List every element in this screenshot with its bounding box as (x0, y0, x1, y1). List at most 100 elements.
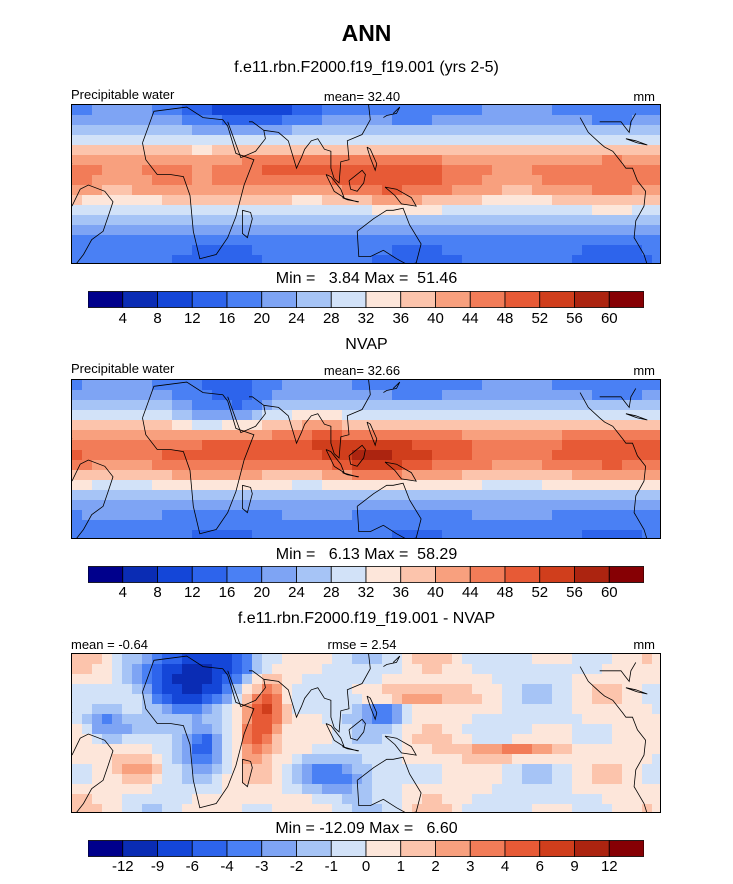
heatmap-cell (82, 794, 93, 805)
heatmap-cell (312, 510, 323, 521)
heatmap-cell (152, 450, 163, 461)
heatmap-cell (642, 460, 653, 471)
heatmap-cell (392, 764, 403, 775)
heatmap-cell (542, 135, 553, 146)
heatmap-cell (262, 135, 273, 146)
colorbar-tick-label: 8 (153, 310, 162, 327)
heatmap-cell (542, 430, 553, 441)
heatmap-cell (132, 664, 143, 675)
heatmap-cell (152, 754, 163, 765)
heatmap-cell (142, 734, 153, 745)
heatmap-cell (482, 115, 493, 126)
heatmap-cell (232, 694, 243, 705)
heatmap-cell (152, 470, 163, 481)
heatmap-cell (82, 440, 93, 451)
heatmap-cell (532, 510, 543, 521)
heatmap-cell (412, 490, 423, 501)
heatmap-cell (482, 165, 493, 176)
panel-2-colorbar-boxes (88, 566, 644, 583)
heatmap-cell (102, 440, 113, 451)
heatmap-cell (522, 145, 533, 156)
heatmap-cell (652, 215, 660, 226)
heatmap-cell (102, 185, 113, 196)
heatmap-cell (372, 410, 383, 421)
heatmap-cell (642, 380, 653, 391)
heatmap-cell (142, 470, 153, 481)
heatmap-cell (252, 704, 263, 715)
heatmap-cell (482, 215, 493, 226)
heatmap-cell (362, 410, 373, 421)
heatmap-cell (642, 794, 653, 805)
heatmap-cell (512, 225, 523, 236)
heatmap-cell (482, 450, 493, 461)
heatmap-cell (382, 500, 393, 511)
heatmap-cell (592, 430, 603, 441)
heatmap-cell (292, 205, 303, 216)
heatmap-cell (542, 245, 553, 256)
heatmap-cell (552, 205, 563, 216)
heatmap-cell (522, 205, 533, 216)
heatmap-cell (502, 784, 513, 795)
heatmap-cell (602, 245, 613, 256)
heatmap-cell (102, 654, 113, 665)
heatmap-cell (562, 694, 573, 705)
heatmap-cell (452, 520, 463, 531)
heatmap-cell (422, 185, 433, 196)
heatmap-cell (212, 654, 223, 665)
heatmap-cell (542, 255, 553, 263)
heatmap-cell (552, 185, 563, 196)
heatmap-cell (352, 470, 363, 481)
panel-1-colorbar-boxes (88, 291, 644, 308)
heatmap-cell (632, 155, 643, 166)
heatmap-cell (362, 145, 373, 156)
heatmap-cell (212, 530, 223, 538)
heatmap-cell (202, 125, 213, 136)
heatmap-cell (252, 400, 263, 411)
heatmap-cell (582, 225, 593, 236)
heatmap-cell (132, 205, 143, 216)
heatmap-cell (282, 500, 293, 511)
heatmap-cell (412, 135, 423, 146)
heatmap-cell (302, 185, 313, 196)
heatmap-cell (142, 530, 153, 538)
heatmap-cell (412, 390, 423, 401)
heatmap-cell (312, 225, 323, 236)
heatmap-cell (322, 510, 333, 521)
heatmap-cell (632, 674, 643, 685)
heatmap-cell (482, 380, 493, 391)
heatmap-cell (422, 245, 433, 256)
heatmap-cell (632, 145, 643, 156)
heatmap-cell (352, 410, 363, 421)
heatmap-cell (132, 500, 143, 511)
heatmap-cell (122, 774, 133, 785)
heatmap-cell (472, 145, 483, 156)
heatmap-cell (462, 225, 473, 236)
heatmap-cell (292, 165, 303, 176)
heatmap-cell (172, 440, 183, 451)
heatmap-cell (412, 115, 423, 126)
heatmap-cell (652, 460, 660, 471)
heatmap-cell (562, 155, 573, 166)
heatmap-cell (242, 664, 253, 675)
heatmap-cell (482, 430, 493, 441)
heatmap-cell (122, 520, 133, 531)
heatmap-cell (472, 450, 483, 461)
heatmap-cell (202, 225, 213, 236)
heatmap-cell (102, 400, 113, 411)
heatmap-cell (382, 400, 393, 411)
heatmap-cell (642, 804, 653, 812)
heatmap-cell (342, 754, 353, 765)
heatmap-cell (622, 490, 633, 501)
heatmap-cell (342, 165, 353, 176)
heatmap-cell (612, 804, 623, 812)
heatmap-cell (72, 460, 83, 471)
coastline (72, 459, 114, 538)
heatmap-cell (142, 215, 153, 226)
heatmap-cell (632, 205, 643, 216)
heatmap-cell (622, 470, 633, 481)
heatmap-cell (362, 430, 373, 441)
heatmap-cell (282, 165, 293, 176)
heatmap-cell (232, 125, 243, 136)
heatmap-cell (462, 235, 473, 246)
heatmap-cell (202, 145, 213, 156)
